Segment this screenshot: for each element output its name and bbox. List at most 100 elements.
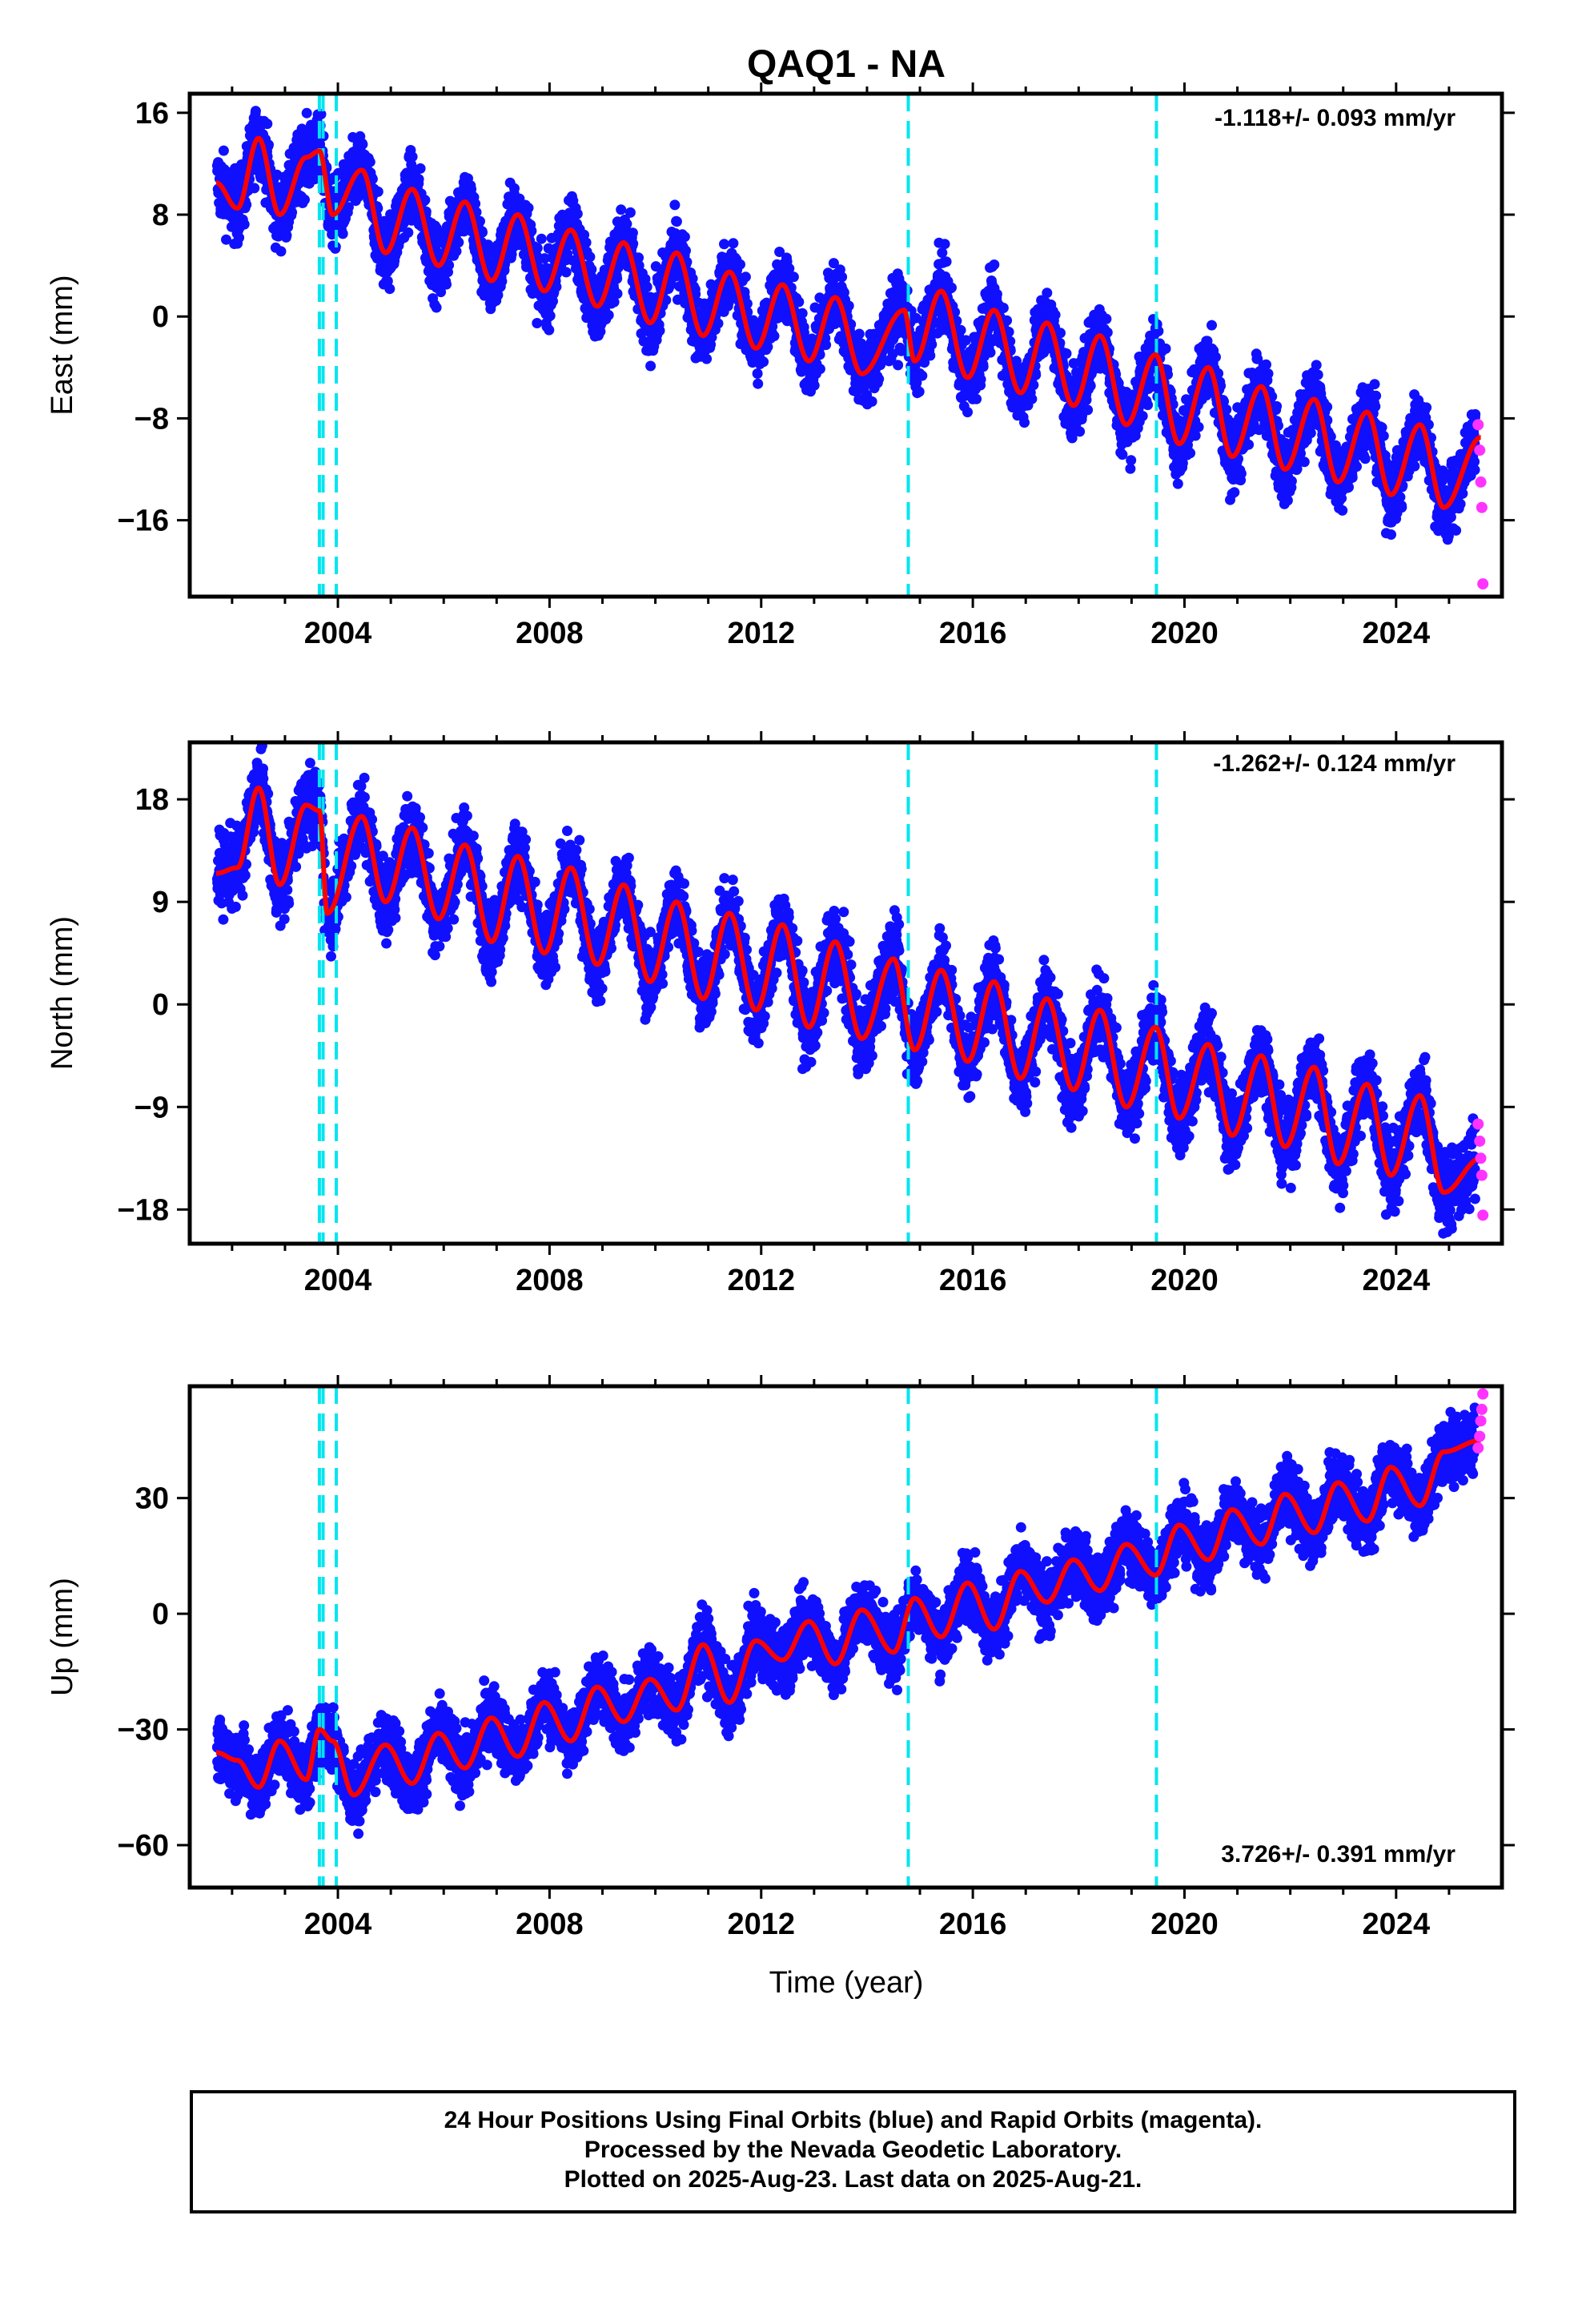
final-point [1142, 400, 1154, 411]
final-point [821, 340, 832, 351]
final-point [971, 393, 982, 404]
final-point [263, 139, 274, 151]
final-point [1243, 439, 1255, 450]
final-point [315, 109, 327, 120]
final-point [955, 324, 966, 336]
final-point [913, 386, 925, 397]
final-point [612, 288, 623, 300]
final-point [539, 253, 550, 264]
final-point [985, 347, 996, 358]
final-point [551, 281, 562, 292]
final-point [1229, 487, 1240, 498]
final-point [343, 202, 354, 213]
final-point [544, 310, 556, 321]
final-point [420, 195, 431, 206]
final-point [701, 353, 713, 364]
final-point [1235, 468, 1247, 479]
final-point [1085, 380, 1096, 392]
final-point [477, 227, 488, 238]
final-point [1311, 360, 1322, 371]
final-point [453, 237, 464, 248]
final-point [1193, 421, 1204, 432]
final-point [1081, 394, 1092, 405]
final-point [1160, 343, 1171, 354]
final-point [218, 145, 229, 156]
final-point [451, 246, 462, 257]
final-point [669, 199, 681, 211]
final-point [234, 232, 245, 243]
final-point [1042, 287, 1053, 299]
chart-title: QAQ1 - NA [747, 43, 946, 86]
final-point [925, 350, 936, 361]
final-point [621, 219, 632, 230]
final-point [962, 407, 973, 418]
final-point [262, 119, 273, 130]
final-point [1074, 426, 1086, 437]
final-point [403, 227, 414, 238]
final-point [1137, 411, 1148, 421]
final-point [624, 207, 636, 218]
final-point [837, 271, 848, 283]
final-point [221, 234, 231, 245]
final-point [301, 107, 312, 119]
final-point [1117, 449, 1128, 460]
final-point [1211, 352, 1221, 363]
final-point [1019, 417, 1030, 428]
final-point [998, 303, 1009, 313]
final-point [1286, 476, 1297, 487]
final-point [1207, 320, 1217, 331]
final-point [475, 215, 485, 227]
final-point [1299, 456, 1310, 468]
final-point [287, 207, 298, 218]
final-point [939, 239, 950, 250]
final-point [627, 227, 638, 239]
final-point [367, 174, 378, 184]
final-point [384, 283, 396, 295]
final-point [239, 219, 250, 230]
final-point [616, 204, 627, 215]
final-point [941, 256, 952, 267]
final-point [1271, 400, 1283, 412]
final-point [679, 231, 690, 243]
final-point [735, 259, 745, 270]
final-point [797, 308, 808, 319]
final-point [671, 216, 682, 227]
final-point [788, 271, 799, 283]
final-point [866, 396, 877, 407]
final-point [250, 106, 261, 117]
final-point [853, 328, 865, 340]
final-point [357, 139, 368, 150]
final-point [603, 310, 614, 320]
final-point [989, 259, 1000, 270]
final-point [1101, 313, 1112, 324]
final-point [752, 368, 763, 379]
final-point [431, 302, 442, 313]
final-point [873, 373, 885, 384]
final-point [893, 360, 904, 371]
final-point [249, 183, 260, 194]
final-point [740, 271, 751, 283]
final-point [1082, 404, 1094, 416]
final-point [415, 163, 426, 174]
final-point [413, 174, 424, 185]
final-point [975, 374, 986, 385]
final-point [532, 243, 543, 254]
final-point [299, 194, 310, 205]
final-point [814, 364, 825, 375]
final-point [793, 296, 805, 308]
final-point [926, 339, 938, 350]
final-point [1055, 328, 1066, 339]
final-point [843, 300, 854, 312]
final-point [769, 331, 780, 342]
final-point [523, 203, 534, 214]
final-point [444, 259, 455, 271]
final-point [1312, 369, 1323, 380]
final-point [364, 156, 375, 167]
final-point [1282, 495, 1293, 506]
final-point [1322, 401, 1333, 412]
final-point [612, 273, 623, 284]
final-point [1305, 428, 1316, 439]
final-point [470, 198, 481, 209]
final-point [654, 325, 665, 336]
